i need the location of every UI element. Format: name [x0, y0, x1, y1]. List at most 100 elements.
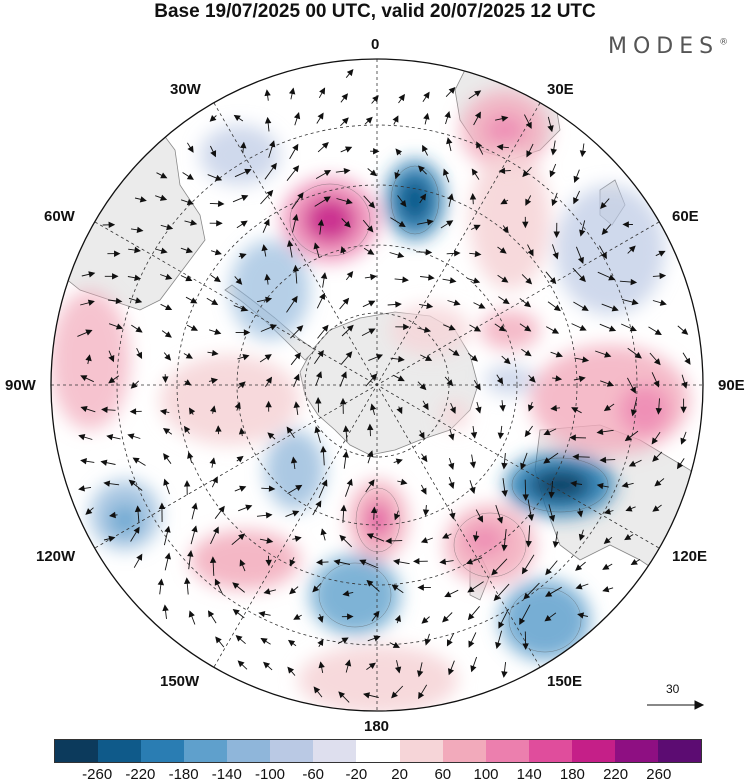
- wind-arrow-head: [624, 534, 632, 541]
- wind-arrow-head: [543, 429, 551, 436]
- wind-arrow-head: [266, 537, 274, 544]
- wind-arrow-head: [339, 534, 347, 542]
- wind-arrow-head: [185, 247, 193, 254]
- wind-arrow-head: [293, 613, 301, 620]
- wind-arrow-head: [214, 578, 221, 586]
- colorbar-tick-label: -100: [254, 766, 286, 783]
- colorbar-swatch: [141, 740, 185, 762]
- wind-arrow-head: [158, 502, 166, 509]
- wind-arrow-head: [501, 671, 508, 678]
- wind-arrow-head: [474, 111, 481, 119]
- wind-arrow-head: [191, 525, 198, 533]
- wind-arrow-head: [525, 121, 532, 129]
- wind-arrow-head: [241, 194, 249, 201]
- wind-arrow-head: [288, 87, 296, 95]
- wind-arrow-head: [521, 567, 529, 575]
- wind-arrow-head: [315, 396, 322, 404]
- wind-arrow-head: [500, 198, 508, 205]
- wind-arrow-head: [209, 457, 216, 465]
- wind-arrow-head: [449, 277, 457, 284]
- wind-arrow-head: [621, 481, 629, 488]
- wind-arrow-head: [423, 91, 430, 99]
- wind-arrow-head: [333, 558, 341, 566]
- wind-arrow-head: [100, 459, 108, 466]
- wind-arrow-head: [188, 610, 195, 618]
- wind-arrow-head: [523, 300, 532, 308]
- wind-arrow-head: [446, 137, 453, 145]
- wind-arrow-head: [544, 615, 552, 622]
- wind-arrow-head: [235, 635, 243, 642]
- wind-arrow-head: [289, 559, 296, 567]
- lon-label-150w: 150W: [160, 673, 200, 690]
- wind-arrow-head: [320, 445, 327, 453]
- wind-arrow-head: [106, 433, 114, 441]
- wind-arrow-head: [238, 381, 246, 389]
- wind-arrow-head: [236, 455, 244, 463]
- wind-arrow-head: [418, 691, 425, 700]
- wind-arrow-head: [240, 305, 248, 312]
- wind-arrow-head: [527, 404, 535, 412]
- wind-arrow-head: [164, 353, 172, 361]
- colorbar-tick-label: 180: [559, 766, 585, 783]
- wind-arrow-head: [375, 353, 384, 361]
- wind-arrow-head: [474, 90, 482, 97]
- wind-arrow-head: [101, 406, 108, 413]
- wind-arrow-head: [417, 584, 424, 591]
- wind-arrow-head: [425, 249, 433, 256]
- wind-arrow-head: [391, 584, 399, 591]
- wind-arrow-head: [295, 484, 303, 491]
- wind-arrow-head: [341, 637, 349, 644]
- wind-arrow-head: [680, 437, 687, 445]
- wind-arrow-head: [602, 563, 610, 570]
- wind-arrow-head: [343, 220, 351, 228]
- wind-arrow-head: [373, 610, 380, 618]
- wind-arrow-head: [400, 478, 408, 486]
- wind-arrow-head: [449, 512, 456, 520]
- wind-arrow-head: [317, 615, 324, 623]
- wind-arrow-head: [397, 375, 405, 382]
- wind-arrow-head: [372, 95, 379, 103]
- wind-arrow-head: [368, 328, 376, 335]
- wind-arrow-head: [525, 277, 533, 285]
- wind-arrow-head: [577, 612, 585, 619]
- wind-arrow-head: [578, 533, 586, 541]
- wind-arrow-head: [184, 379, 192, 386]
- wind-arrow-head: [215, 174, 223, 181]
- wind-arrow-head: [465, 558, 474, 565]
- wind-arrow-head: [680, 406, 687, 414]
- wind-arrow-head: [418, 431, 425, 440]
- wind-arrow-head: [452, 349, 460, 356]
- wind-arrow-head: [394, 666, 402, 674]
- wind-arrow-head: [629, 325, 637, 332]
- wind-arrow-head: [543, 457, 551, 464]
- wind-arrow-head: [343, 167, 351, 175]
- wind-arrow-head: [579, 324, 587, 331]
- wind-arrow-head: [396, 406, 403, 415]
- wind-arrow-head: [130, 381, 138, 389]
- wind-arrow-head: [549, 277, 557, 285]
- wind-arrow-head: [395, 148, 403, 156]
- wind-arrow-head: [608, 325, 617, 332]
- wind-arrow-head: [165, 273, 173, 280]
- wind-arrow-head: [478, 302, 486, 309]
- wind-arrow-head: [238, 533, 246, 541]
- wind-arrow-head: [162, 376, 169, 384]
- colorbar-tick-label: 260: [646, 766, 672, 783]
- wind-arrow-head: [315, 500, 322, 508]
- wind-arrow-head: [115, 323, 124, 330]
- wind-arrow-head: [628, 245, 636, 253]
- wind-arrow-head: [80, 405, 88, 413]
- wind-arrow-head: [470, 354, 478, 362]
- wind-arrow-head: [553, 231, 560, 239]
- wind-arrow-head: [398, 93, 405, 102]
- wind-arrow-head: [439, 558, 447, 565]
- wind-arrow-head: [133, 526, 140, 534]
- wind-arrow-head: [240, 141, 247, 149]
- wind-arrow-head: [681, 328, 689, 335]
- colorbar-swatch: [485, 740, 529, 762]
- wind-arrow-head: [655, 408, 663, 415]
- wind-arrow-head: [498, 167, 506, 175]
- wind-arrow-head: [190, 219, 198, 226]
- wind-arrow-head: [340, 246, 347, 254]
- wind-arrow-head: [446, 379, 454, 387]
